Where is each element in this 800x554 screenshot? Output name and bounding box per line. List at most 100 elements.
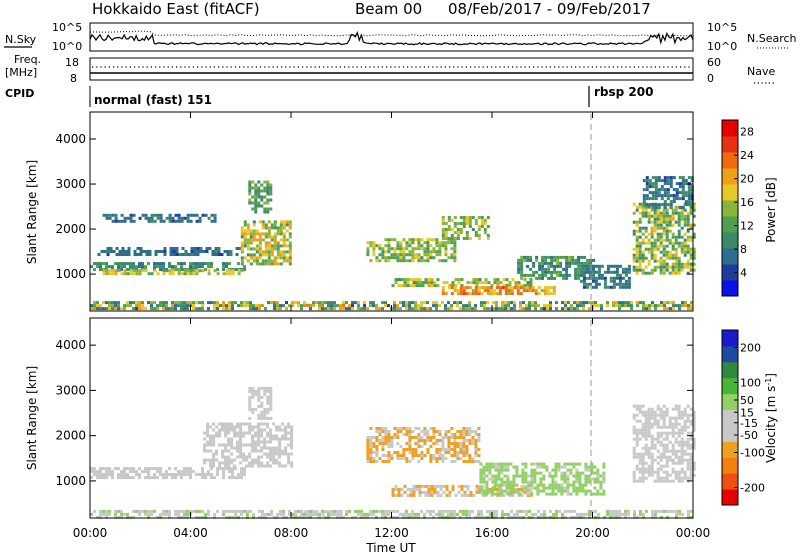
heatmap-cell	[276, 307, 279, 311]
heatmap-cell	[412, 490, 416, 494]
heatmap-cell	[282, 253, 286, 257]
heatmap-cell	[260, 431, 264, 435]
heatmap-cell	[635, 205, 639, 209]
heatmap-cell	[525, 286, 529, 290]
heatmap-cell	[570, 304, 573, 308]
heatmap-cell	[444, 451, 448, 454]
heatmap-cell	[339, 509, 342, 513]
heatmap-cell	[627, 301, 630, 305]
heatmap-cell	[642, 512, 645, 516]
heatmap-cell	[535, 258, 539, 262]
heatmap-cell	[240, 512, 243, 516]
heatmap-cell	[411, 451, 415, 454]
heatmap-cell	[672, 197, 676, 201]
heatmap-cell	[548, 471, 552, 475]
heatmap-cell	[659, 271, 663, 275]
heatmap-cell	[339, 307, 342, 311]
heatmap-cell	[189, 269, 193, 273]
heatmap-cell	[503, 465, 507, 469]
heatmap-cell	[660, 179, 664, 183]
heatmap-cell	[303, 304, 306, 308]
heatmap-cell	[524, 465, 528, 469]
heatmap-cell	[138, 509, 141, 513]
heatmap-cell	[333, 509, 336, 513]
heatmap-cell	[641, 211, 645, 215]
heatmap-cell	[285, 244, 289, 248]
heatmap-cell	[684, 301, 687, 305]
heatmap-cell	[420, 451, 424, 454]
heatmap-cell	[574, 261, 578, 265]
heatmap-cell	[138, 304, 141, 308]
heatmap-cell	[363, 307, 366, 311]
heatmap-cell	[648, 182, 652, 186]
heatmap-cell	[264, 241, 268, 245]
date-range: 08/Feb/2017 - 09/Feb/2017	[448, 0, 651, 18]
heatmap-cell	[582, 307, 585, 311]
heatmap-cell	[542, 474, 546, 478]
heatmap-cell	[474, 448, 478, 451]
heatmap-cell	[248, 422, 252, 426]
heatmap-cell	[270, 238, 274, 242]
heatmap-cell	[400, 493, 404, 497]
heatmap-cell	[290, 431, 294, 435]
heatmap-cell	[228, 304, 231, 308]
heatmap-cell	[333, 512, 336, 516]
heatmap-cell	[387, 509, 390, 513]
heatmap-cell	[384, 515, 387, 519]
heatmap-cell	[408, 442, 412, 445]
heatmap-cell	[275, 452, 279, 456]
heatmap-cell	[120, 262, 123, 266]
heatmap-cell	[551, 483, 555, 487]
colorbar-tick-label: 4	[740, 267, 747, 280]
heatmap-cell	[560, 465, 564, 469]
heatmap-cell	[266, 395, 270, 399]
heatmap-cell	[205, 250, 209, 253]
heatmap-cell	[654, 188, 658, 192]
heatmap-cell	[387, 457, 391, 460]
heatmap-cell	[375, 439, 379, 442]
heatmap-cell	[686, 235, 690, 239]
heatmap-cell	[426, 256, 430, 260]
heatmap-cell	[594, 282, 598, 286]
heatmap-cell	[624, 285, 628, 289]
heatmap-cell	[656, 422, 660, 426]
heatmap-cell	[612, 279, 616, 283]
cpid-mode-normal: normal (fast) 151	[94, 93, 212, 107]
heatmap-cell	[674, 455, 678, 459]
heatmap-cell	[282, 244, 286, 248]
heatmap-cell	[564, 301, 567, 305]
heatmap-cell	[500, 489, 504, 493]
heatmap-cell	[198, 515, 201, 519]
heatmap-cell	[683, 419, 687, 423]
heatmap-cell	[254, 434, 258, 438]
heatmap-cell	[638, 476, 642, 480]
heatmap-cell	[559, 273, 563, 277]
heatmap-cell	[639, 301, 642, 305]
heatmap-cell	[207, 307, 210, 311]
heatmap-cell	[290, 464, 294, 468]
heatmap-cell	[369, 509, 372, 513]
heatmap-cell	[285, 220, 289, 224]
heatmap-cell	[411, 436, 415, 439]
heatmap-cell	[156, 307, 159, 311]
heatmap-cell	[561, 512, 564, 516]
heatmap-cell	[579, 515, 582, 519]
heatmap-cell	[478, 484, 482, 488]
heatmap-cell	[215, 425, 219, 429]
heatmap-cell	[523, 284, 527, 288]
heatmap-cell	[597, 270, 601, 274]
heatmap-cell	[427, 284, 431, 288]
heatmap-cell	[650, 407, 654, 411]
heatmap-cell	[635, 440, 639, 444]
time-axis: 00:00 04:00 08:00 12:00 16:00 20:00 00:00	[73, 112, 710, 540]
heatmap-cell	[275, 437, 279, 441]
heatmap-cell	[641, 410, 645, 414]
heatmap-cell	[276, 253, 280, 257]
heatmap-cell	[502, 284, 506, 288]
heatmap-cell	[429, 439, 433, 442]
heatmap-cell	[111, 307, 114, 311]
heatmap-cell	[596, 468, 600, 472]
heatmap-cell	[266, 192, 270, 196]
heatmap-cell	[186, 467, 189, 471]
heatmap-cell	[236, 425, 240, 429]
